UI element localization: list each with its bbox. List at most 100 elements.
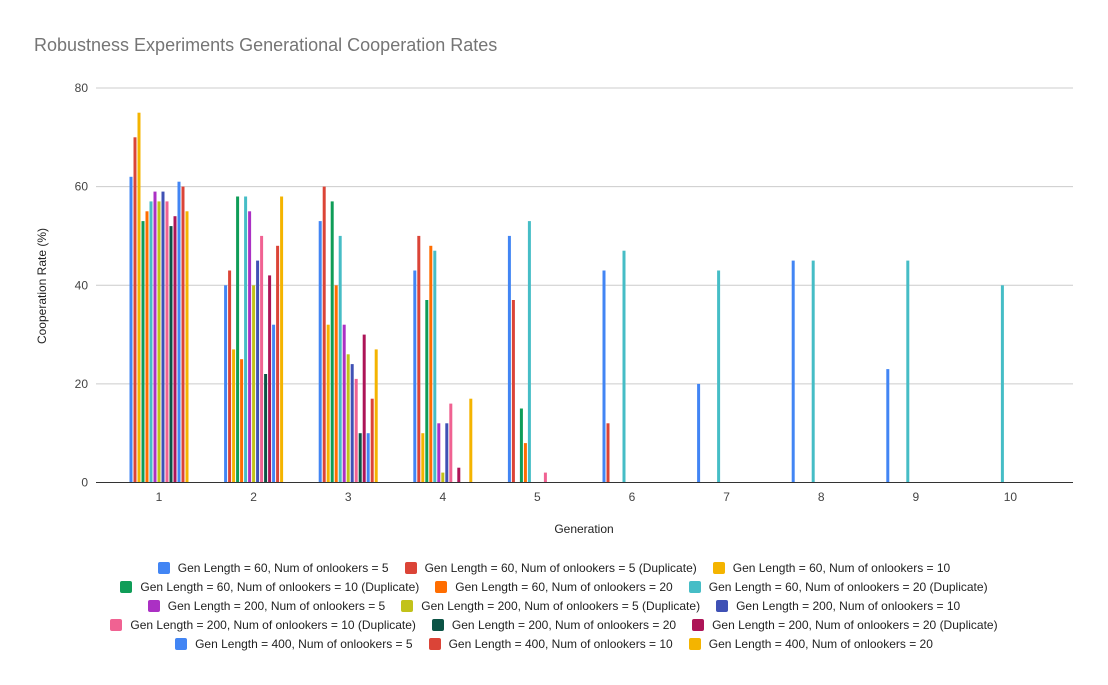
legend-item[interactable]: Gen Length = 200, Num of onlookers = 20 … bbox=[692, 618, 998, 632]
legend-swatch bbox=[401, 599, 414, 612]
bar bbox=[318, 221, 322, 483]
legend-swatch bbox=[157, 561, 170, 574]
legend-swatch bbox=[692, 618, 705, 631]
bar bbox=[228, 270, 232, 483]
bar bbox=[145, 211, 149, 483]
bar bbox=[1000, 285, 1004, 483]
legend-label: Gen Length = 60, Num of onlookers = 5 (D… bbox=[424, 560, 697, 575]
bar bbox=[445, 423, 449, 483]
bar bbox=[717, 270, 721, 483]
legend-item[interactable]: Gen Length = 200, Num of onlookers = 5 bbox=[147, 598, 386, 613]
bar bbox=[433, 250, 437, 483]
bar bbox=[260, 235, 264, 483]
legend-item[interactable]: Gen Length = 200, Num of onlookers = 10 bbox=[716, 599, 960, 613]
legend-item[interactable]: Gen Length = 60, Num of onlookers = 5 bbox=[157, 560, 389, 575]
bar bbox=[358, 433, 362, 483]
bar bbox=[811, 260, 815, 483]
legend-swatch bbox=[688, 580, 701, 593]
bar bbox=[437, 423, 441, 483]
legend-label: Gen Length = 400, Num of onlookers = 10 bbox=[448, 636, 673, 651]
bar bbox=[224, 285, 228, 483]
bar bbox=[326, 324, 330, 483]
chart-title: Robustness Experiments Generational Coop… bbox=[34, 35, 498, 55]
x-tick-label: 9 bbox=[912, 490, 919, 504]
legend-row: Gen Length = 60, Num of onlookers = 5 Gen… bbox=[0, 558, 1108, 577]
legend-swatch bbox=[147, 599, 160, 612]
legend-swatch bbox=[404, 561, 417, 574]
bar bbox=[334, 285, 338, 483]
legend-label: Gen Length = 400, Num of onlookers = 20 bbox=[708, 636, 933, 651]
legend-row: Gen Length = 200, Num of onlookers = 5 Ge… bbox=[0, 596, 1108, 615]
legend-item[interactable]: Gen Length = 60, Num of onlookers = 5 (D… bbox=[404, 560, 697, 575]
legend-row: Gen Length = 400, Num of onlookers = 5 Ge… bbox=[0, 634, 1108, 653]
legend-item[interactable]: Gen Length = 200, Num of onlookers = 10 … bbox=[110, 618, 416, 632]
legend-item[interactable]: Gen Length = 200, Num of onlookers = 5 (… bbox=[401, 599, 700, 613]
legend-item[interactable]: Gen Length = 60, Num of onlookers = 20 bbox=[435, 580, 673, 594]
bar bbox=[264, 374, 268, 483]
bar bbox=[697, 383, 701, 483]
bars bbox=[129, 112, 1004, 483]
legend-item[interactable]: Gen Length = 60, Num of onlookers = 10 bbox=[712, 561, 950, 575]
bar bbox=[362, 334, 366, 483]
legend-item[interactable]: Gen Length = 400, Num of onlookers = 20 bbox=[688, 636, 933, 651]
legend-item[interactable]: Gen Length = 60, Num of onlookers = 20 (… bbox=[688, 579, 988, 594]
bar bbox=[417, 235, 421, 483]
x-tick-label: 10 bbox=[1004, 490, 1018, 504]
bar bbox=[181, 186, 185, 483]
bar bbox=[449, 403, 453, 483]
legend-label: Gen Length = 200, Num of onlookers = 20 bbox=[451, 617, 677, 632]
legend-item[interactable]: Gen Length = 200, Num of onlookers = 20 bbox=[431, 617, 677, 632]
bar bbox=[177, 181, 181, 483]
bar bbox=[342, 324, 346, 483]
y-axis-title: Cooperation Rate (%) bbox=[35, 228, 49, 344]
legend-row: Gen Length = 60, Num of onlookers = 10 (… bbox=[0, 577, 1108, 596]
bar bbox=[374, 349, 378, 483]
bar bbox=[606, 423, 610, 483]
bar bbox=[232, 349, 236, 483]
legend-item[interactable]: Gen Length = 60, Num of onlookers = 10 (… bbox=[120, 580, 419, 594]
bar bbox=[469, 398, 473, 483]
bar bbox=[906, 260, 910, 483]
bar bbox=[256, 260, 260, 483]
bar bbox=[157, 201, 161, 483]
x-axis-ticks: 1 2 3 4 5 6 7 8 9 10 bbox=[156, 490, 1018, 504]
legend-label: Gen Length = 60, Num of onlookers = 5 bbox=[177, 560, 389, 575]
bar bbox=[272, 324, 276, 483]
bar bbox=[886, 369, 890, 483]
bar bbox=[523, 443, 527, 483]
bar bbox=[240, 359, 244, 483]
legend-label: Gen Length = 60, Num of onlookers = 20 (… bbox=[708, 579, 988, 594]
legend-item[interactable]: Gen Length = 400, Num of onlookers = 10 bbox=[428, 636, 673, 651]
bar bbox=[129, 176, 133, 483]
chart-plot: 0 20 40 60 80 1 2 3 4 5 6 7 8 9 10 Generation Coopera… bbox=[35, 81, 1073, 536]
x-tick-label: 5 bbox=[534, 490, 541, 504]
bar bbox=[338, 235, 342, 483]
bar bbox=[421, 433, 425, 483]
bar bbox=[370, 398, 374, 483]
bar bbox=[354, 378, 358, 483]
bar bbox=[137, 112, 141, 483]
x-tick-label: 3 bbox=[345, 490, 352, 504]
legend-item[interactable]: Gen Length = 400, Num of onlookers = 5 bbox=[175, 636, 413, 651]
y-tick-label: 80 bbox=[75, 81, 89, 95]
bar bbox=[511, 300, 515, 483]
bar bbox=[350, 364, 354, 483]
bar bbox=[280, 196, 284, 483]
bar bbox=[268, 275, 272, 483]
legend-label: Gen Length = 200, Num of onlookers = 5 bbox=[167, 598, 386, 613]
bar bbox=[457, 467, 461, 483]
legend-label: Gen Length = 200, Num of onlookers = 20 … bbox=[712, 617, 998, 632]
legend-label: Gen Length = 200, Num of onlookers = 5 (… bbox=[421, 598, 701, 613]
bar bbox=[153, 191, 157, 483]
bar bbox=[252, 285, 256, 483]
bar bbox=[441, 472, 445, 483]
bar bbox=[322, 186, 326, 483]
legend-swatch bbox=[431, 618, 444, 631]
bar bbox=[602, 270, 606, 483]
bar bbox=[519, 408, 523, 483]
legend-label: Gen Length = 60, Num of onlookers = 10 (… bbox=[140, 579, 420, 594]
bar bbox=[276, 245, 280, 483]
bar bbox=[366, 433, 370, 483]
legend-label: Gen Length = 400, Num of onlookers = 5 bbox=[195, 636, 413, 651]
bar bbox=[169, 226, 173, 483]
